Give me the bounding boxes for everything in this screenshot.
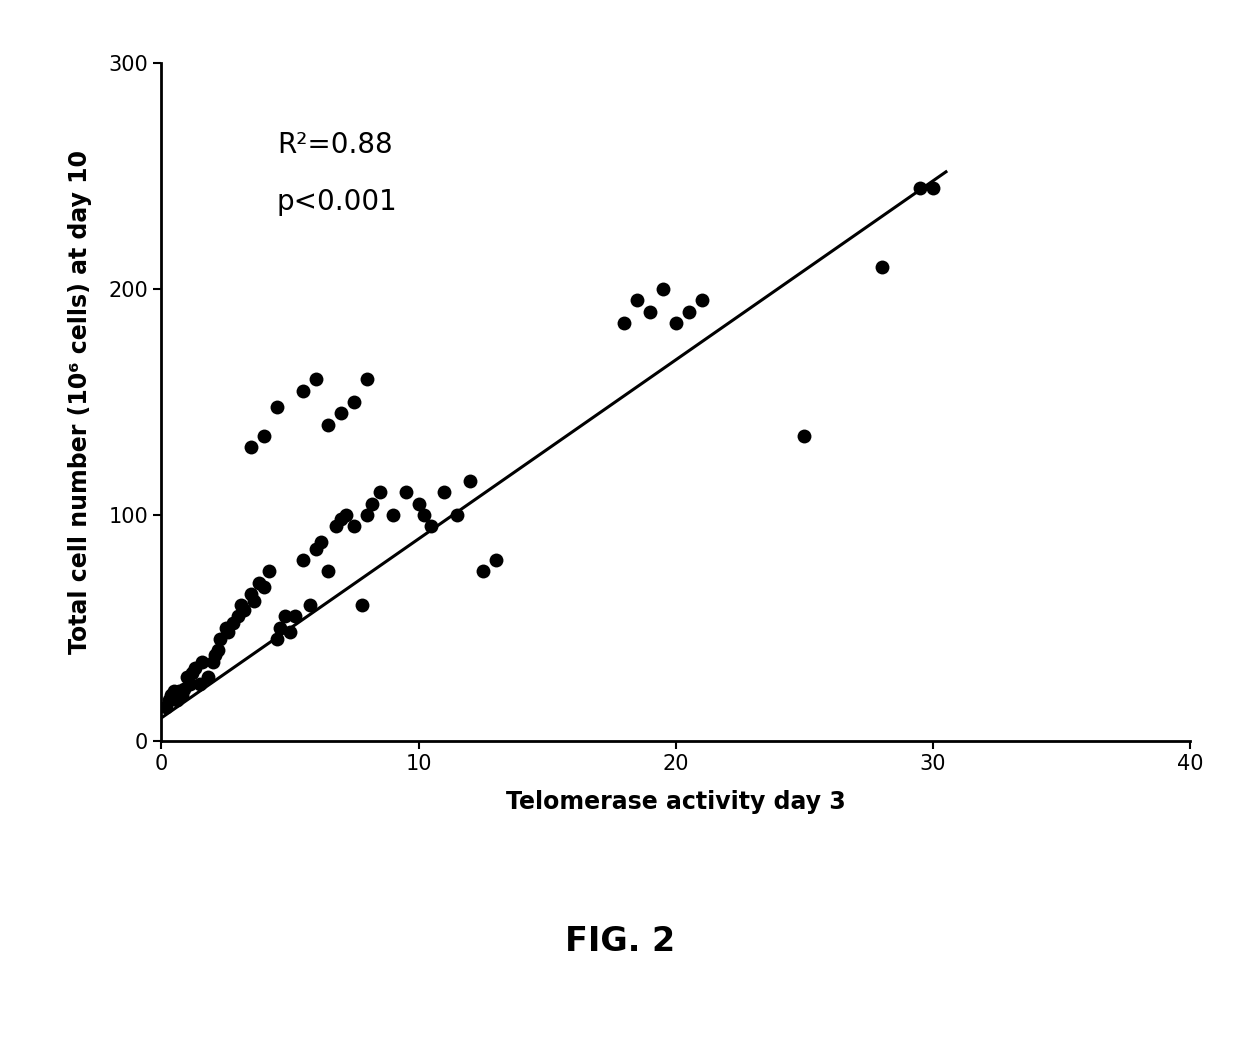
Point [486,551,506,568]
Point [242,439,262,456]
Point [218,624,238,641]
Point [180,676,200,693]
Point [357,507,377,524]
Point [383,507,403,524]
Point [267,631,286,647]
Point [170,682,190,699]
Point [190,676,210,693]
Point [336,507,356,524]
Point [228,608,248,625]
Point [259,563,279,580]
Point [172,687,192,704]
Point [306,371,326,388]
Point [872,258,892,275]
Point [666,314,686,331]
Point [362,495,382,512]
Point [311,533,331,550]
Point [275,608,295,625]
Point [293,382,312,399]
Point [197,669,217,686]
Point [280,624,300,641]
Point [231,597,250,614]
Point [203,653,223,670]
Point [331,511,351,528]
Point [319,416,339,433]
Point [293,551,312,568]
Point [244,592,264,609]
Point [164,682,184,699]
Point [166,692,186,709]
Point [208,642,228,659]
Point [159,692,179,709]
Y-axis label: Total cell number (10⁶ cells) at day 10: Total cell number (10⁶ cells) at day 10 [68,150,92,654]
Point [409,495,429,512]
Text: p<0.001: p<0.001 [277,187,398,216]
Point [254,579,274,596]
Point [627,292,647,309]
Point [175,680,195,697]
Point [242,585,262,602]
Point [422,517,441,534]
Point [640,304,660,321]
Point [156,698,176,715]
Point [396,484,415,500]
Point [795,427,815,444]
Point [267,398,286,415]
Point [472,563,492,580]
Point [306,541,326,558]
Point [414,507,434,524]
Point [678,304,698,321]
Point [345,394,365,411]
Point [211,631,231,647]
X-axis label: Telomerase activity day 3: Telomerase activity day 3 [506,790,846,815]
Point [161,687,181,704]
Point [692,292,712,309]
Point [223,615,243,632]
Point [182,664,202,681]
Text: FIG. 2: FIG. 2 [565,925,675,959]
Point [177,669,197,686]
Point [233,601,253,618]
Point [448,507,467,524]
Point [614,314,634,331]
Point [910,179,930,196]
Point [300,597,320,614]
Point [254,427,274,444]
Point [331,405,351,422]
Point [653,280,673,297]
Point [434,484,454,500]
Point [216,619,236,636]
Point [185,660,205,677]
Point [249,574,269,591]
Point [345,517,365,534]
Point [352,597,372,614]
Point [460,473,480,490]
Text: R²=0.88: R²=0.88 [277,131,393,159]
Point [923,179,942,196]
Point [326,517,346,534]
Point [370,484,389,500]
Point [285,608,305,625]
Point [192,653,212,670]
Point [319,563,339,580]
Point [269,619,289,636]
Point [357,371,377,388]
Point [206,646,226,663]
